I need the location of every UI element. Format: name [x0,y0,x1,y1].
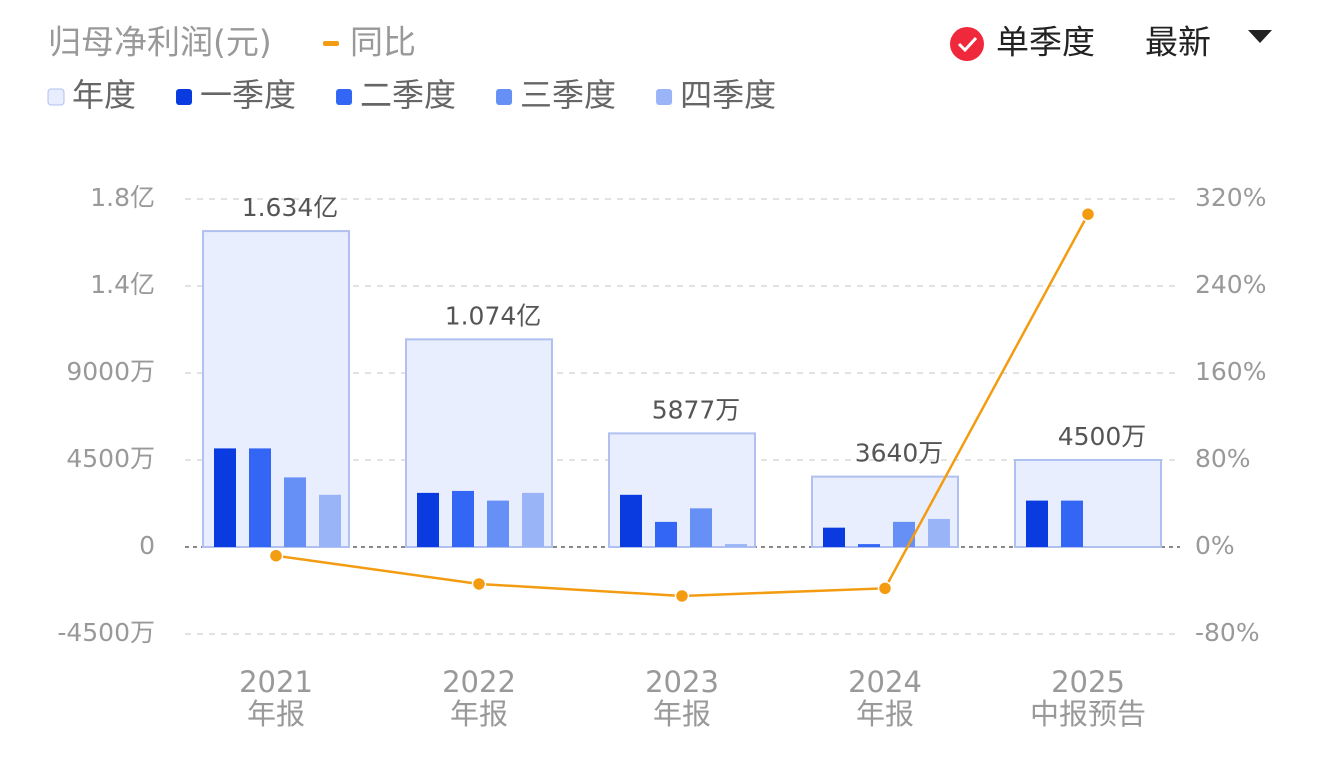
quarter-bar [319,494,341,547]
x-tick-label: 2023 [645,665,719,699]
x-tick-label: 年报 [856,697,914,731]
quarter-bar [214,448,236,547]
x-tick-label: 中报预告 [1030,697,1146,731]
quarter-bar [1061,500,1083,547]
yoy-point [674,588,690,604]
y-tick-label: 0 [139,531,155,560]
value-label: 5877万 [652,395,741,424]
quarter-bar [284,477,306,547]
y2-tick-label: -80% [1195,618,1260,647]
quarter-bar [823,527,845,547]
y2-tick-label: 80% [1195,444,1251,473]
quarter-bar [858,544,880,547]
x-tick-label: 年报 [247,697,305,731]
y-tick-label: -4500万 [57,618,155,647]
quarter-bar [487,500,509,547]
x-tick-label: 2025 [1051,665,1125,699]
quarter-bar [620,494,642,547]
quarter-bar [690,508,712,547]
legend-label: 同比 [350,23,416,62]
quarter-bar [928,518,950,547]
x-tick-label: 年报 [450,697,508,731]
y-tick-label: 1.8亿 [90,183,155,212]
quarter-bar [1026,500,1048,547]
y2-tick-label: 320% [1195,183,1266,212]
x-tick-label: 2022 [442,665,516,699]
yoy-point [1080,206,1096,222]
y-tick-label: 4500万 [66,444,155,473]
quarter-bar [655,521,677,547]
quarter-bar [725,544,747,547]
x-tick-label: 2021 [239,665,313,699]
quarter-bar [249,448,271,547]
x-tick-label: 年报 [653,697,711,731]
chart-title: 归母净利润(元) [48,23,272,62]
legend-swatch [323,41,339,46]
toggle-icon[interactable] [950,27,984,61]
quarter-bar [522,492,544,547]
value-label: 3640万 [855,439,944,468]
toggle-check [957,36,978,53]
dropdown-arrow[interactable] [1248,30,1272,43]
legend-label: 三季度 [520,76,616,114]
y2-tick-label: 0% [1195,531,1235,560]
yoy-point [471,576,487,592]
quarter-bar [417,492,439,547]
value-label: 1.074亿 [445,301,542,330]
legend-swatch [496,89,513,105]
legend-swatch [656,89,673,105]
toggle-label[interactable]: 单季度 [996,23,1095,62]
legend-label: 二季度 [360,76,456,114]
y-tick-label: 1.4亿 [90,270,155,299]
legend-swatch [176,89,193,105]
legend-label: 一季度 [200,76,296,114]
value-label: 1.634亿 [242,193,339,222]
legend-label: 年度 [72,76,136,114]
quarter-bar [452,490,474,547]
x-tick-label: 2024 [848,665,922,699]
y-tick-label: 9000万 [66,357,155,386]
dropdown-label[interactable]: 最新 [1145,23,1211,62]
y2-tick-label: 240% [1195,270,1266,299]
y2-tick-label: 160% [1195,357,1266,386]
value-label: 4500万 [1058,422,1147,451]
yoy-point [877,581,893,596]
legend-label: 四季度 [680,76,776,114]
legend-swatch [336,89,353,105]
annual-bar [608,432,756,548]
yoy-point [268,548,284,563]
legend-swatch [47,88,65,106]
quarter-bar [893,521,915,547]
